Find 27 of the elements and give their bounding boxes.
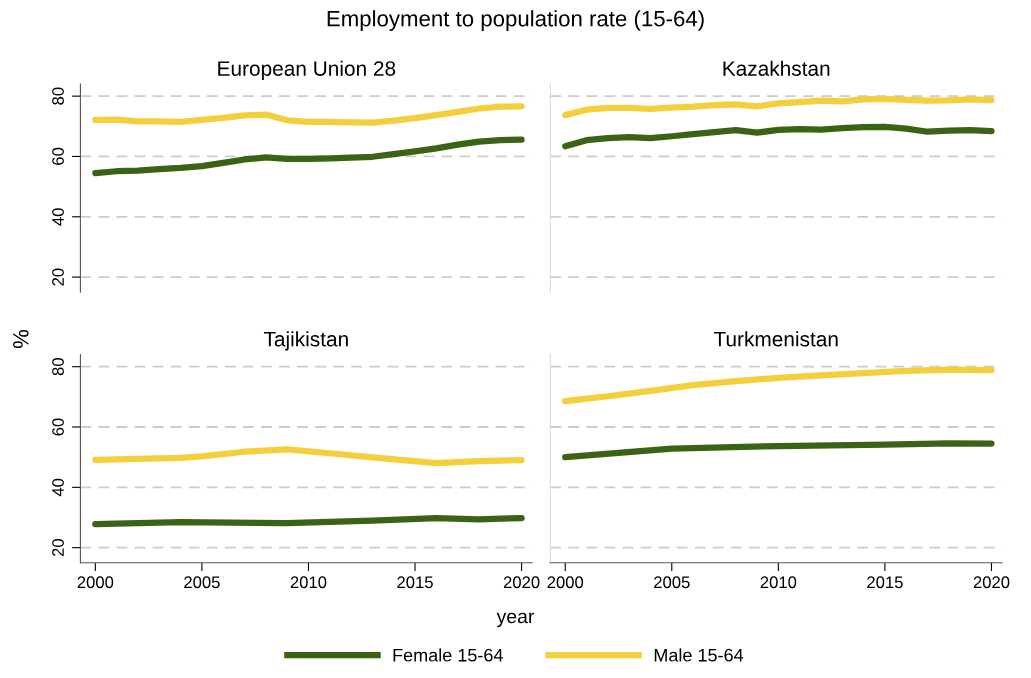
y-tick-label: 80 [52, 358, 64, 376]
chart-subtitle: Tajikistan [263, 331, 348, 351]
chart-subtitle: Turkmenistan [713, 331, 838, 347]
x-tick-label: 2010 [760, 576, 797, 589]
x-tick-label: 2005 [654, 576, 690, 589]
x-tick-label: 2010 [290, 576, 327, 589]
y-tick-label: 60 [52, 418, 64, 436]
y-tick-label: 20 [52, 539, 64, 557]
y-tick-label: 80 [52, 87, 64, 105]
x-tick-label: 2000 [77, 576, 114, 589]
y-tick-label: 60 [52, 147, 64, 165]
y-axis-title: % [13, 329, 29, 349]
chart-subtitle: Kazakhstan [723, 60, 830, 76]
x-tick-label: 2020 [973, 576, 1010, 589]
x-tick-label: 2005 [184, 576, 220, 589]
legend-label: Male 15-64 [654, 648, 744, 662]
y-tick-label: 40 [52, 208, 64, 226]
x-tick-label: 2000 [547, 576, 584, 589]
x-tick-label: 2015 [397, 576, 433, 589]
chart-subtitle: European Union 28 [218, 60, 396, 81]
y-tick-label: 40 [52, 478, 64, 497]
x-tick-label: 2015 [867, 576, 903, 589]
legend-label: Female 15-64 [393, 648, 503, 662]
x-tick-label: 2020 [503, 576, 540, 589]
chart-title: Employment to population rate (15-64) [327, 10, 704, 31]
y-tick-label: 20 [52, 268, 64, 286]
x-axis-title: year [496, 612, 535, 628]
